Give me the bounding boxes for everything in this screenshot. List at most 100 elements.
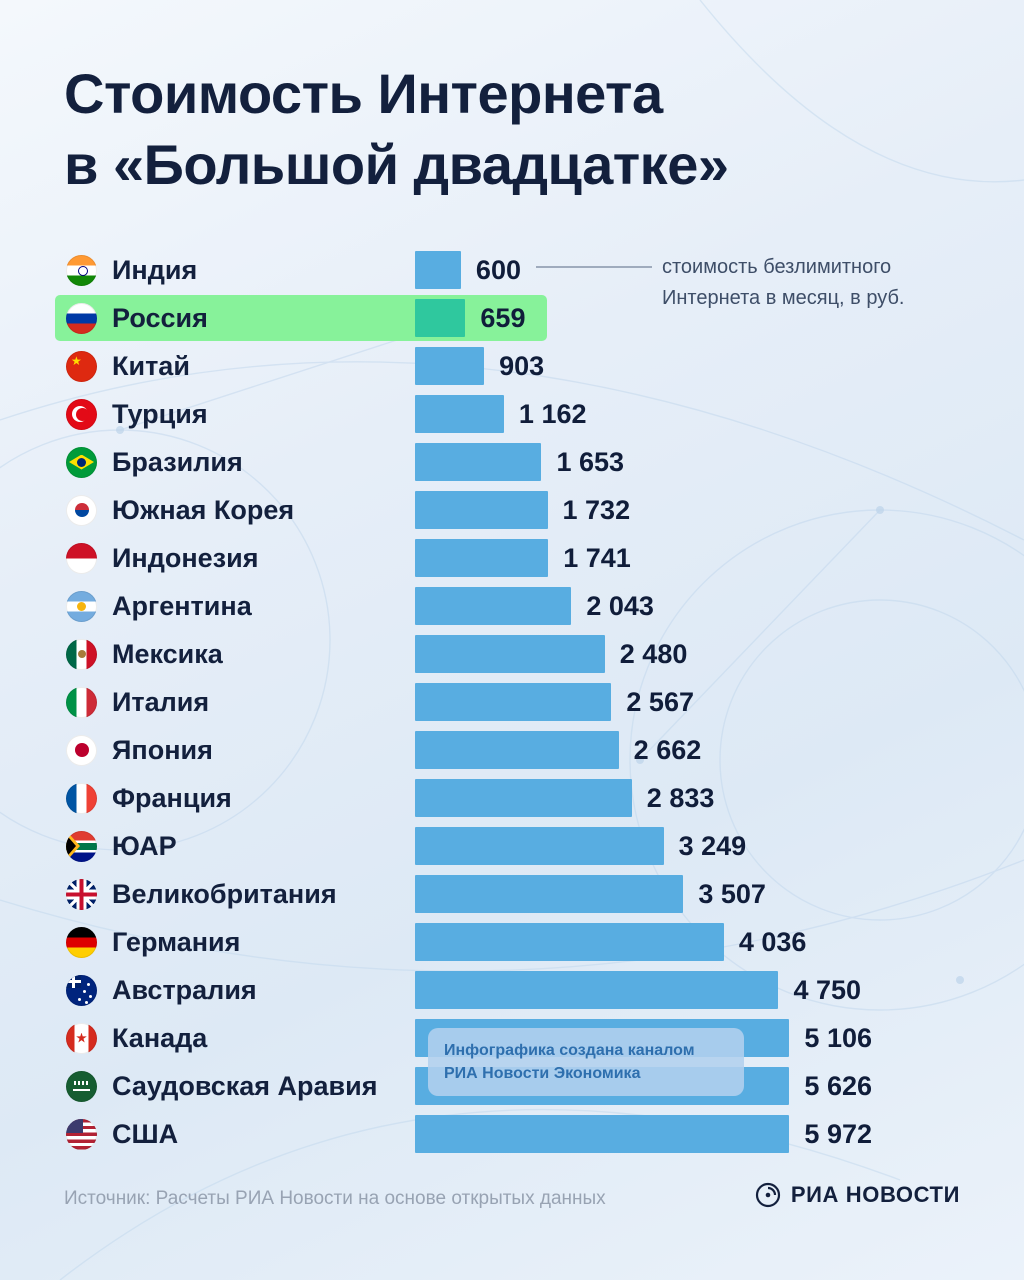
value-label: 2 480 (619, 638, 688, 669)
value-bar (415, 1115, 790, 1153)
value-bar (415, 731, 619, 769)
chart-row: ЮАР 3 249 (66, 822, 958, 870)
value-bar (415, 635, 605, 673)
country-label: Япония (112, 734, 213, 765)
value-label: 2 833 (646, 782, 715, 813)
value-annotation-line1: стоимость безлимитного (662, 256, 892, 278)
attribution-note-line2: РИА Новости Экономика (444, 1065, 641, 1083)
value-bar (415, 779, 632, 817)
value-bar (415, 539, 549, 577)
value-label: 1 162 (518, 398, 587, 429)
source-text: Источник: Расчеты РИА Новости на основе … (64, 1188, 606, 1209)
flag-china-icon (66, 350, 97, 382)
bar-track: 2 567 (415, 683, 872, 721)
bar-track: 600 (415, 251, 872, 289)
attribution-note: Инфографика создана каналом РИА Новости … (428, 1028, 744, 1097)
flag-south-korea-icon (66, 494, 97, 526)
country-label: Индия (112, 254, 198, 285)
bar-track: 2 480 (415, 635, 872, 673)
bar-track: 1 741 (415, 539, 872, 577)
country-label: Индонезия (112, 542, 259, 573)
country-label: США (112, 1118, 179, 1149)
flag-indonesia-icon (66, 542, 97, 574)
chart-row: Турция 1 162 (66, 390, 958, 438)
chart-row: Великобритания 3 507 (66, 870, 958, 918)
chart-row: Италия 2 567 (66, 678, 958, 726)
value-label: 659 (480, 302, 526, 333)
value-label: 5 106 (804, 1022, 872, 1053)
country-label: Аргентина (112, 590, 252, 621)
value-bar (415, 683, 612, 721)
chart-row: Китай 903 (66, 342, 958, 390)
bar-track: 2 662 (415, 731, 872, 769)
chart-row: Индия 600 (66, 246, 958, 294)
value-label: 4 750 (793, 974, 862, 1005)
country-label: Германия (112, 926, 241, 957)
attribution-note-line1: Инфографика создана каналом (444, 1042, 695, 1059)
flag-usa-icon (66, 1118, 97, 1150)
ria-logo-icon (755, 1182, 780, 1208)
value-label: 1 732 (562, 494, 631, 525)
value-label: 3 249 (678, 830, 747, 861)
flag-japan-icon (66, 734, 97, 766)
chart-row: Германия 4 036 (66, 918, 958, 966)
ria-novosti-logo: РИА НОВОСТИ (755, 1182, 960, 1208)
country-label: Саудовская Аравия (112, 1070, 378, 1101)
value-bar (415, 875, 684, 913)
flag-argentina-icon (66, 590, 97, 622)
value-label: 1 653 (556, 446, 625, 477)
bar-track: 903 (415, 347, 872, 385)
flag-south-africa-icon (66, 830, 97, 862)
value-label: 903 (499, 350, 545, 381)
country-label: Великобритания (112, 878, 337, 909)
bar-track: 2 833 (415, 779, 872, 817)
country-label: Канада (112, 1022, 208, 1053)
value-bar (415, 587, 572, 625)
annotation-connector-line (536, 266, 652, 268)
value-label: 5 626 (804, 1070, 872, 1101)
page-title-line2: в «Большой двадцатке» (64, 133, 729, 197)
chart-row: Южная Корея 1 732 (66, 486, 958, 534)
country-label: Бразилия (112, 446, 243, 477)
chart-row: Франция 2 833 (66, 774, 958, 822)
country-label: Россия (112, 302, 208, 333)
value-label: 2 043 (586, 590, 654, 621)
flag-mexico-icon (66, 638, 97, 670)
value-label: 600 (475, 254, 521, 285)
chart-row: Индонезия 1 741 (66, 534, 958, 582)
country-label: Китай (112, 350, 190, 381)
value-label: 1 741 (563, 542, 631, 573)
bar-track: 4 036 (415, 923, 872, 961)
country-label: ЮАР (112, 830, 177, 861)
chart-row: Бразилия 1 653 (66, 438, 958, 486)
country-label: Мексика (112, 638, 223, 669)
flag-russia-icon (66, 302, 97, 334)
value-bar (415, 395, 504, 433)
page-title-line1: Стоимость Интернета (64, 62, 663, 125)
value-annotation-line2: Интернета в месяц, в руб. (662, 287, 905, 309)
chart-row: Мексика 2 480 (66, 630, 958, 678)
value-bar (415, 299, 466, 337)
flag-brazil-icon (66, 446, 97, 478)
chart-rows: Индия 600 Россия 659 Китай 903 Турция 1 162 Браз… (55, 246, 958, 1158)
bar-track: 1 162 (415, 395, 872, 433)
flag-united-kingdom-icon (66, 878, 97, 910)
flag-canada-icon (66, 1022, 97, 1054)
value-bar (415, 491, 548, 529)
chart-row: Россия 659 (55, 294, 958, 342)
page-title: Стоимость Интернета в «Большой двадцатке… (64, 58, 729, 200)
value-label: 5 972 (804, 1118, 872, 1149)
chart-row: Япония 2 662 (66, 726, 958, 774)
value-bar (415, 347, 485, 385)
chart-row: США 5 972 (66, 1110, 958, 1158)
value-bar (415, 971, 779, 1009)
value-label: 3 507 (698, 878, 766, 909)
value-label: 2 567 (626, 686, 694, 717)
bar-track: 2 043 (415, 587, 872, 625)
country-label: Южная Корея (112, 494, 295, 525)
flag-india-icon (66, 254, 97, 286)
value-bar (415, 827, 664, 865)
flag-australia-icon (66, 974, 97, 1006)
flag-turkey-icon (66, 398, 97, 430)
